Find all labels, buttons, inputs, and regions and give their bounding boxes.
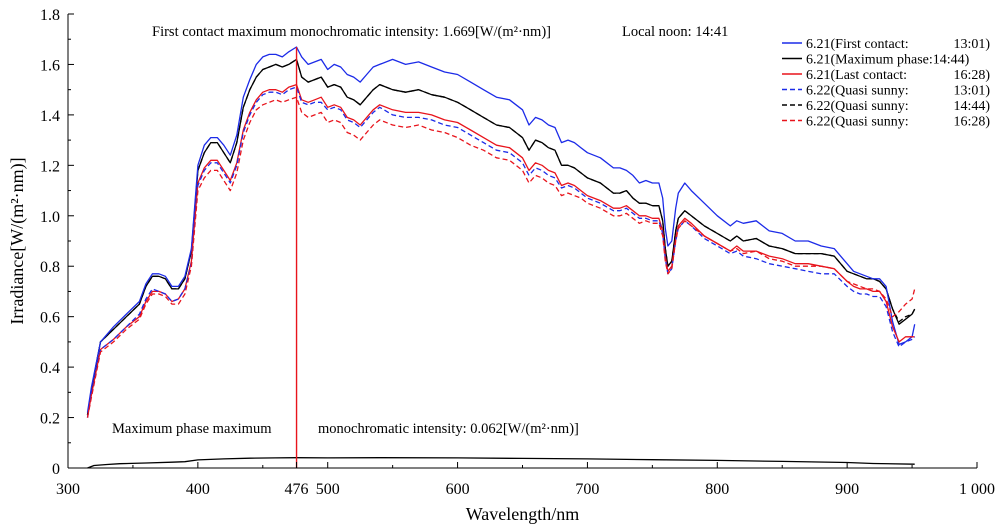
x-tick-label: 600 [446,481,470,498]
legend-time-4: 13:01) [953,84,990,99]
series-line-3 [86,83,915,418]
legend-label-3: 6.21(Last contact: [806,68,907,83]
x-tick-label: 476 [285,481,309,498]
y-tick-label: 0.6 [40,310,60,327]
legend: 6.21(First contact: 13:01)6.21(Maximum ph… [782,37,990,130]
first-contact-max-annotation: First contact maximum monochromatic inte… [152,24,551,40]
y-ticks: 0 0.2 0.4 0.6 0.8 1.0 1.2 1.4 1.6 1.8 [40,7,74,478]
legend-label-1: 6.21(First contact: [806,37,909,52]
series-line-5 [86,58,916,416]
legend-time-6: 16:28) [953,115,990,130]
y-tick-label: 1.0 [40,209,60,226]
legend-label-5: 6.22(Quasi sunny: [806,99,909,114]
legend-label-4: 6.22(Quasi sunny: [806,84,909,99]
x-axis-title: Wavelength/nm [466,504,580,524]
local-noon-annotation: Local noon: 14:41 [622,24,728,40]
series-curves [86,46,916,469]
x-tick-label: 800 [705,481,729,498]
x-tick-label: 400 [186,481,210,498]
axes: 0 0.2 0.4 0.6 0.8 1.0 1.2 1.4 1.6 1.8 300 400 476 50… [40,7,995,498]
series-line-6 [86,96,916,418]
x-tick-label: 300 [56,481,80,498]
x-tick-label: 900 [835,481,859,498]
series-line-2 [86,58,916,416]
y-tick-label: 0.4 [40,360,60,377]
x-tick-label: 1 000 [959,481,995,498]
series-line-7 [87,457,915,469]
y-tick-label: 1.2 [40,158,60,175]
y-tick-label: 1.6 [40,57,60,74]
max-phase-annotation-left: Maximum phase maximum [112,421,272,437]
y-tick-label: 1.8 [40,7,60,24]
x-tick-label: 500 [316,481,340,498]
y-tick-label: 0 [52,461,60,478]
y-tick-label: 0.8 [40,259,60,276]
y-axis-title: Irradiance[W/(m²·nm)] [7,157,28,324]
legend-time-1: 13:01) [953,37,990,52]
x-tick-label: 700 [575,481,599,498]
y-tick-label: 0.2 [40,411,60,428]
legend-time-5: 14:44) [953,99,990,114]
y-tick-label: 1.4 [40,108,60,125]
series-line-1 [86,46,916,413]
series-line-4 [86,86,916,418]
legend-label-2: 6.21(Maximum phase:14:44) [806,53,970,68]
legend-time-3: 16:28) [953,68,990,83]
legend-label-6: 6.22(Quasi sunny: [806,115,909,130]
max-phase-annotation-right: monochromatic intensity: 0.062[W/(m²·nm)… [318,421,579,437]
x-ticks: 300 400 476 500 600 700 800 900 1 000 [56,462,995,498]
